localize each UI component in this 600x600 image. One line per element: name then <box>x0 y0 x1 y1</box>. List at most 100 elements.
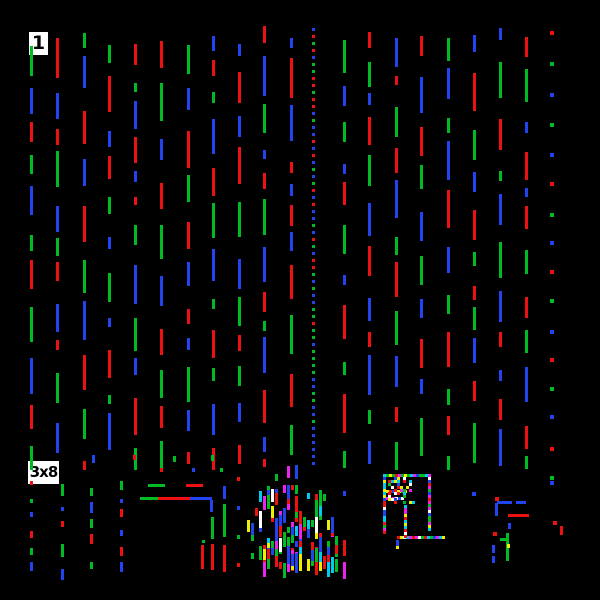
bottom-column-dash <box>61 569 64 580</box>
column-dash <box>212 36 215 51</box>
structure-segment <box>92 455 95 463</box>
noise-strip <box>279 515 282 526</box>
bottom-column-dash <box>120 530 123 536</box>
column-dash <box>30 307 33 342</box>
structure-segment <box>158 497 190 500</box>
room-pixel <box>409 501 412 504</box>
column-dash <box>212 299 215 309</box>
structure-segment <box>560 526 563 535</box>
noise-strip <box>319 550 322 562</box>
bottom-column-dash <box>30 562 33 571</box>
dotted-column-dot <box>312 231 315 234</box>
dotted-column-dot <box>312 455 315 458</box>
column-dash <box>263 459 266 467</box>
column-dash <box>290 105 293 141</box>
column-dash <box>499 370 502 381</box>
room-pixel <box>421 536 424 539</box>
structure-segment <box>190 497 212 500</box>
column-dash <box>368 62 371 87</box>
noise-strip <box>267 549 270 559</box>
column-dash <box>473 73 476 111</box>
noise-strip <box>275 474 278 481</box>
column-dash <box>56 93 59 119</box>
dotted-column-dot <box>312 371 315 374</box>
structure-segment <box>210 500 213 512</box>
dotted-column-dot <box>312 392 315 395</box>
column-dash <box>343 305 346 339</box>
dotted-column-dot <box>312 84 315 87</box>
column-dash <box>160 441 163 470</box>
room-pixel <box>383 516 386 519</box>
room-pixel <box>418 536 421 539</box>
noise-strip <box>319 514 322 520</box>
column-dash <box>395 407 398 422</box>
noise-strip <box>287 564 290 572</box>
column-dash <box>108 76 111 112</box>
sparse-dot <box>550 476 554 480</box>
noise-strip <box>271 491 274 502</box>
noise-strip <box>267 559 270 569</box>
column-dash <box>212 119 215 154</box>
bottom-column-dash <box>90 502 93 513</box>
sparse-dot <box>550 93 554 97</box>
noise-strip <box>315 551 318 566</box>
room-pixel <box>428 495 431 498</box>
dotted-column-dot <box>312 42 315 45</box>
column-dash <box>447 68 450 99</box>
column-dash <box>499 242 502 278</box>
sparse-dot <box>550 387 554 391</box>
noise-strip <box>343 540 346 556</box>
noise-strip <box>311 520 314 527</box>
column-dash <box>83 260 86 293</box>
dotted-column-dot <box>312 133 315 136</box>
column-dash <box>290 232 293 251</box>
room-pixel <box>404 523 407 526</box>
room-pixel <box>407 474 410 477</box>
room-pixel <box>383 504 386 507</box>
room-pixel <box>433 536 436 539</box>
room-pixel <box>397 486 400 489</box>
noise-strip <box>299 547 302 557</box>
column-dash <box>263 292 266 312</box>
column-dash <box>108 45 111 63</box>
bottom-column-dash <box>30 499 33 503</box>
column-dash <box>447 141 450 180</box>
room-pixel <box>383 498 386 501</box>
column-dash <box>263 247 266 282</box>
column-dash <box>368 155 371 186</box>
room-pixel <box>404 514 407 517</box>
column-dash <box>187 262 190 286</box>
column-dash <box>238 366 241 386</box>
noise-strip <box>335 538 338 546</box>
dotted-column-dot <box>312 154 315 157</box>
noise-strip <box>307 520 310 535</box>
room-pixel <box>388 498 391 501</box>
room-pixel <box>397 492 400 495</box>
structure-segment <box>237 506 240 510</box>
noise-strip <box>331 517 334 533</box>
room-pixel <box>383 486 386 489</box>
column-dash <box>238 202 241 237</box>
dotted-column-dot <box>312 315 315 318</box>
dotted-column-dot <box>312 196 315 199</box>
room-pixel <box>389 490 392 493</box>
dotted-column-dot <box>312 266 315 269</box>
room-pixel <box>388 480 391 483</box>
column-dash <box>212 168 215 196</box>
column-dash <box>212 249 215 281</box>
column-dash <box>395 76 398 85</box>
structure-segment <box>472 492 476 496</box>
noise-strip <box>315 517 318 533</box>
column-dash <box>368 117 371 145</box>
column-dash <box>30 405 33 429</box>
dotted-column-dot <box>312 301 315 304</box>
column-dash <box>212 330 215 358</box>
column-dash <box>238 72 241 103</box>
room-pixel <box>404 529 407 532</box>
noise-strip <box>315 500 318 505</box>
noise-strip <box>335 545 338 554</box>
column-dash <box>263 321 266 331</box>
dotted-column-dot <box>312 378 315 381</box>
noise-strip <box>287 485 290 499</box>
noise-strip <box>319 500 322 516</box>
